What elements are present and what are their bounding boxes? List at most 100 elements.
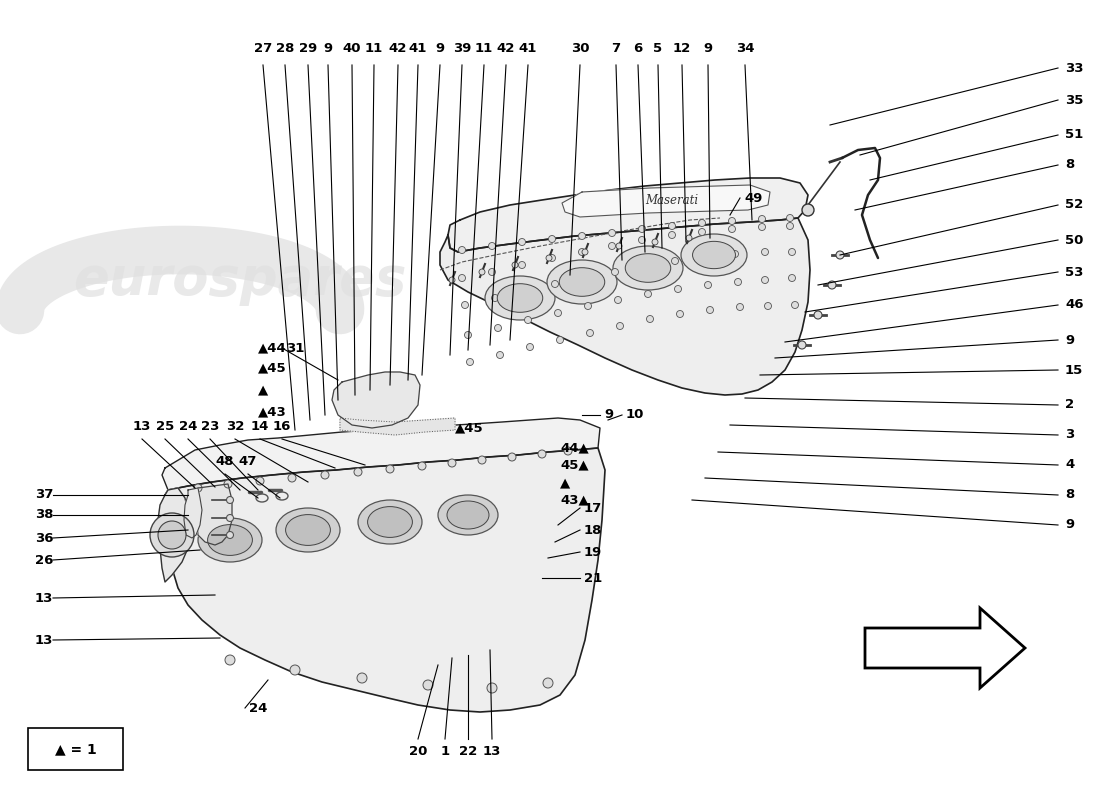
Circle shape xyxy=(652,239,658,245)
Text: 25: 25 xyxy=(156,420,174,433)
Circle shape xyxy=(227,514,233,522)
Text: 41: 41 xyxy=(519,42,537,55)
Text: 12: 12 xyxy=(673,42,691,55)
Circle shape xyxy=(836,251,844,259)
Text: 9: 9 xyxy=(323,42,332,55)
Circle shape xyxy=(761,249,769,255)
Circle shape xyxy=(546,255,552,261)
Text: 29: 29 xyxy=(299,42,317,55)
Text: ▲ = 1: ▲ = 1 xyxy=(55,742,97,756)
Circle shape xyxy=(764,302,771,310)
Text: 51: 51 xyxy=(1065,129,1084,142)
Text: 23: 23 xyxy=(201,420,219,433)
Text: 35: 35 xyxy=(1065,94,1084,106)
Circle shape xyxy=(488,242,495,250)
Text: ▲43: ▲43 xyxy=(258,406,287,418)
Ellipse shape xyxy=(208,525,252,555)
Circle shape xyxy=(706,306,714,314)
Circle shape xyxy=(669,222,675,230)
Text: 36: 36 xyxy=(35,531,54,545)
Circle shape xyxy=(686,235,692,241)
Text: 17: 17 xyxy=(584,502,603,514)
Text: 24: 24 xyxy=(179,420,197,433)
Circle shape xyxy=(492,294,498,302)
Circle shape xyxy=(647,315,653,322)
Circle shape xyxy=(616,322,624,330)
Text: 3: 3 xyxy=(1065,429,1075,442)
Circle shape xyxy=(543,678,553,688)
Text: 28: 28 xyxy=(276,42,294,55)
Ellipse shape xyxy=(447,501,490,529)
Circle shape xyxy=(150,513,194,557)
Text: 20: 20 xyxy=(409,745,427,758)
Text: 26: 26 xyxy=(35,554,54,566)
Ellipse shape xyxy=(286,514,330,546)
Ellipse shape xyxy=(693,242,736,269)
Text: 27: 27 xyxy=(254,42,272,55)
Text: ▲45: ▲45 xyxy=(455,422,484,434)
Text: 11: 11 xyxy=(475,42,493,55)
Ellipse shape xyxy=(367,506,412,538)
Ellipse shape xyxy=(681,234,747,276)
Circle shape xyxy=(638,226,646,233)
Circle shape xyxy=(676,310,683,318)
Circle shape xyxy=(478,269,485,275)
Circle shape xyxy=(615,297,622,303)
Text: 53: 53 xyxy=(1065,266,1084,278)
Circle shape xyxy=(464,331,472,338)
Circle shape xyxy=(227,531,233,538)
Circle shape xyxy=(789,274,795,282)
Text: 8: 8 xyxy=(1065,489,1075,502)
Circle shape xyxy=(386,465,394,473)
Circle shape xyxy=(564,447,572,455)
Text: 9: 9 xyxy=(604,409,613,422)
Circle shape xyxy=(671,258,679,265)
Circle shape xyxy=(669,231,675,238)
Circle shape xyxy=(792,302,799,309)
Circle shape xyxy=(508,453,516,461)
Circle shape xyxy=(616,243,622,249)
Text: 18: 18 xyxy=(584,523,603,537)
Ellipse shape xyxy=(358,500,422,544)
Circle shape xyxy=(459,274,465,282)
Circle shape xyxy=(759,215,766,222)
Text: 52: 52 xyxy=(1065,198,1084,211)
Text: 15: 15 xyxy=(1065,363,1084,377)
Circle shape xyxy=(551,281,559,287)
Text: 7: 7 xyxy=(612,42,620,55)
Circle shape xyxy=(641,262,649,270)
Text: 13: 13 xyxy=(35,634,54,646)
Polygon shape xyxy=(340,418,455,435)
Text: ▲45: ▲45 xyxy=(258,362,287,374)
Circle shape xyxy=(512,262,518,268)
Circle shape xyxy=(789,249,795,255)
Circle shape xyxy=(557,337,563,343)
Circle shape xyxy=(786,222,793,230)
Circle shape xyxy=(612,269,618,275)
Circle shape xyxy=(521,287,528,294)
Circle shape xyxy=(538,450,546,458)
Text: 34: 34 xyxy=(736,42,755,55)
Text: 42: 42 xyxy=(388,42,407,55)
Circle shape xyxy=(761,277,769,283)
Text: 47: 47 xyxy=(239,455,257,468)
Text: 42: 42 xyxy=(497,42,515,55)
Text: 49: 49 xyxy=(744,191,762,205)
Text: 37: 37 xyxy=(35,489,54,502)
Text: 9: 9 xyxy=(703,42,713,55)
Text: 43▲: 43▲ xyxy=(560,494,588,506)
Circle shape xyxy=(698,219,705,226)
Text: 45▲: 45▲ xyxy=(560,458,588,471)
Circle shape xyxy=(290,665,300,675)
Text: 24: 24 xyxy=(249,702,267,714)
Polygon shape xyxy=(865,608,1025,688)
Circle shape xyxy=(645,290,651,298)
Circle shape xyxy=(358,673,367,683)
Circle shape xyxy=(786,214,793,222)
Circle shape xyxy=(488,269,495,275)
Circle shape xyxy=(158,521,186,549)
Polygon shape xyxy=(184,488,202,538)
Circle shape xyxy=(802,204,814,216)
Ellipse shape xyxy=(547,260,617,304)
Ellipse shape xyxy=(625,254,671,282)
